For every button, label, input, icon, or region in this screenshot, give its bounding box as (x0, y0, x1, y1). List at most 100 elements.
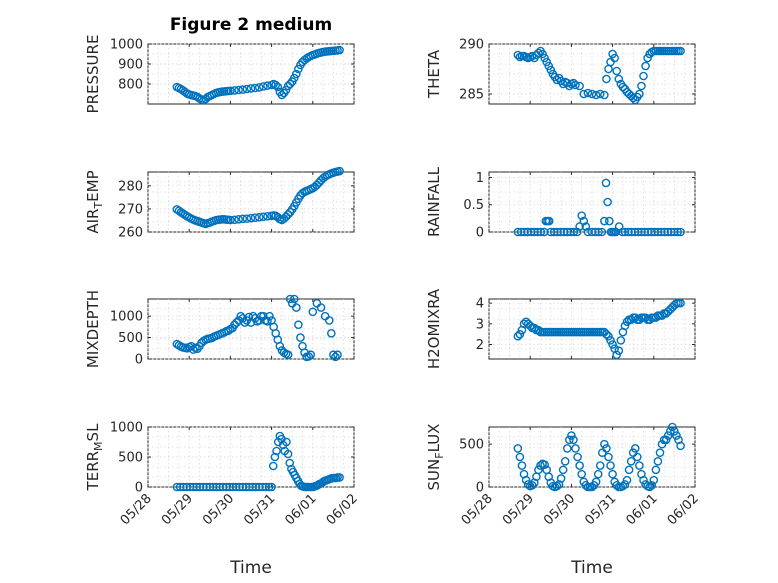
data-point (226, 215, 235, 225)
data-point (645, 482, 654, 492)
data-point (263, 212, 272, 221)
data-point (333, 350, 342, 360)
data-point (573, 452, 582, 462)
series-markers (172, 166, 344, 229)
data-point (513, 444, 523, 453)
data-point (608, 469, 617, 479)
data-point (624, 465, 634, 475)
data-point (593, 469, 603, 479)
x-tick-label: 06/01 (624, 491, 661, 528)
data-point (530, 323, 539, 333)
data-point (641, 313, 650, 322)
data-point (232, 318, 241, 327)
data-point (265, 311, 274, 321)
data-point (670, 426, 679, 436)
x-tick-label: 06/02 (665, 491, 702, 528)
y-axis-label-main: H2OMIXRA (425, 288, 443, 369)
x-tick-label: 05/28 (459, 491, 496, 528)
data-point (649, 475, 659, 485)
y-tick-label: 0 (476, 481, 484, 496)
data-point (577, 469, 587, 479)
data-point (620, 480, 630, 489)
data-point (618, 82, 628, 92)
data-point (246, 213, 256, 223)
data-point (335, 166, 344, 176)
panel-pressure: 800 900 1000 PRESSURE Figure 2 medium (84, 15, 355, 113)
data-point (294, 320, 303, 330)
y-axis-label: AIRTEMP (84, 170, 105, 233)
series-markers (513, 46, 685, 105)
data-point (236, 311, 245, 321)
data-point (602, 444, 611, 453)
data-point (633, 452, 642, 462)
y-axis-label: THETA (425, 49, 443, 99)
data-point (562, 444, 572, 453)
data-point (335, 473, 344, 482)
y-axis-label-main: THETA (425, 49, 443, 99)
y-axis-label: SUNFLUX (425, 424, 446, 491)
data-point (657, 311, 667, 320)
series-markers (513, 298, 685, 360)
data-point (536, 461, 545, 470)
data-point (238, 313, 248, 323)
y-tick-label: 1 (476, 171, 484, 186)
data-point (637, 81, 646, 91)
data-point (595, 89, 605, 99)
data-point (558, 465, 568, 475)
data-point (595, 461, 605, 470)
data-point (571, 80, 580, 90)
data-point (254, 83, 264, 92)
data-point (283, 210, 293, 219)
data-point (324, 316, 334, 325)
data-point (267, 482, 276, 492)
data-point (622, 475, 632, 485)
data-point (575, 81, 584, 91)
data-point (639, 475, 648, 485)
y-tick-label: 1000 (110, 38, 143, 53)
data-point (250, 83, 260, 93)
data-point (534, 465, 543, 475)
y-axis-label-main: RAINFALL (425, 166, 443, 237)
data-point (567, 431, 576, 440)
data-point (193, 344, 202, 354)
data-point (663, 431, 673, 440)
data-point (597, 227, 607, 237)
data-point (577, 211, 587, 220)
y-axis-label-subscript: M (92, 441, 105, 451)
data-point (513, 331, 523, 341)
data-point (622, 317, 632, 327)
data-point (600, 216, 609, 226)
x-tick-label: 06/01 (283, 491, 320, 528)
data-point (620, 321, 630, 331)
y-axis-label-tail: SL (84, 423, 102, 442)
panel-theta: 285 290 THETA (425, 38, 696, 105)
y-axis-label: RAINFALL (425, 166, 443, 237)
data-point (242, 84, 252, 94)
data-point (540, 460, 549, 470)
y-tick-label: 0.5 (463, 198, 484, 213)
data-point (610, 53, 619, 63)
data-point (308, 307, 318, 317)
data-point (618, 481, 628, 491)
data-point (581, 222, 591, 231)
data-point (612, 350, 622, 360)
y-axis-label: MIXDEPTH (84, 290, 102, 368)
data-point (647, 480, 657, 490)
data-point (304, 352, 313, 361)
y-tick-label: 800 (118, 78, 143, 93)
data-point (606, 461, 615, 470)
data-point (600, 90, 609, 100)
data-point (283, 449, 293, 459)
y-axis-label-main: MIXDEPTH (84, 290, 102, 368)
y-axis-label: TERRMSL (84, 423, 105, 492)
data-point (244, 312, 254, 322)
x-axis-label: Time (229, 558, 272, 578)
data-point (292, 303, 301, 312)
data-point (230, 86, 239, 95)
y-tick-label: 500 (118, 331, 143, 346)
data-point (515, 329, 525, 339)
data-point (579, 89, 589, 99)
data-point (614, 346, 624, 356)
data-point (259, 311, 268, 321)
series-markers (172, 294, 342, 362)
